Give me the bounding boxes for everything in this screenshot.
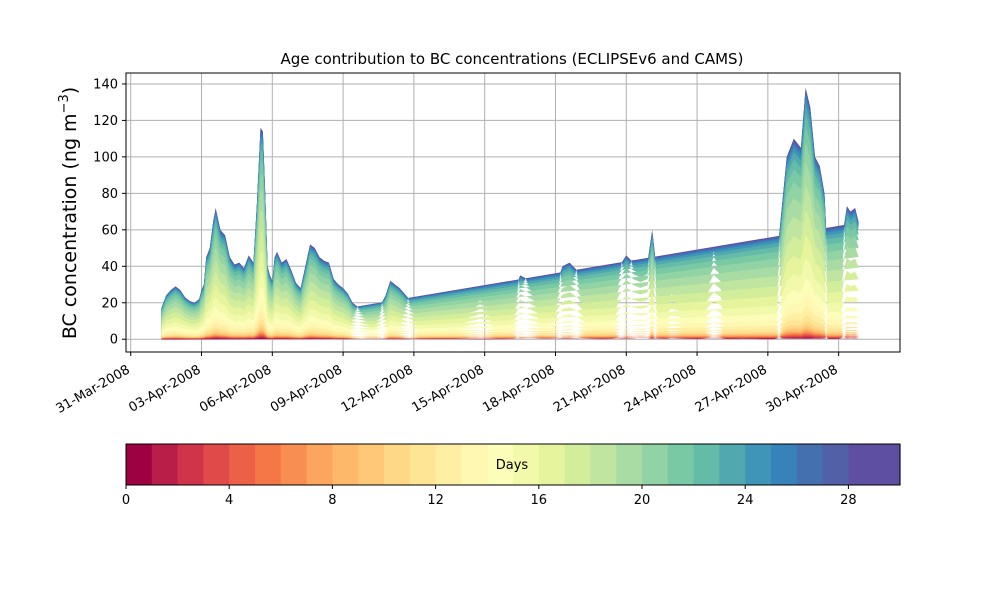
- y-tick-label: 20: [101, 296, 118, 311]
- colorbar-swatch-20: [642, 444, 669, 485]
- stacked-area-layers: [161, 87, 859, 340]
- colorbar-swatch-26: [796, 444, 824, 485]
- y-axis-label: BC concentration (ng m−3): [57, 87, 81, 339]
- colorbar-swatch-8: [332, 444, 359, 485]
- colorbar-tick-label: 8: [328, 493, 336, 508]
- colorbar-frame: [125, 443, 901, 486]
- x-tick-label: 31-Mar-2008: [54, 362, 133, 416]
- x-tick-label: 03-Apr-2008: [126, 362, 203, 415]
- x-axis: 31-Mar-200803-Apr-200806-Apr-200809-Apr-…: [54, 352, 841, 417]
- colorbar-swatch-25: [771, 444, 798, 485]
- colorbar-swatch-21: [667, 444, 695, 485]
- colorbar-tick-label: 12: [427, 493, 444, 508]
- x-tick-label: 30-Apr-2008: [764, 362, 841, 415]
- colorbar-swatches: [126, 444, 901, 485]
- colorbar-tick-label: 20: [634, 493, 651, 508]
- colorbar-tick-label: 28: [840, 493, 857, 508]
- colorbar-swatch-14: [487, 444, 514, 485]
- plot-frame: [125, 72, 901, 353]
- colorbar-tick-label: 0: [122, 493, 130, 508]
- colorbar-swatch-15: [513, 444, 540, 485]
- colorbar-tick-label: 24: [737, 493, 754, 508]
- colorbar-swatch-17: [564, 444, 591, 485]
- colorbar-swatch-29: [874, 444, 901, 485]
- colorbar-ticks: 0 4 8 12 16 20 24 28: [122, 485, 857, 508]
- y-axis-label-superscript: −3: [57, 94, 72, 113]
- colorbar-swatch-12: [435, 444, 462, 485]
- colorbar-tick-label: 16: [531, 493, 548, 508]
- colorbar-tick-label: 4: [225, 493, 233, 508]
- age-layer-1: [161, 337, 859, 340]
- y-axis-label-main: BC concentration (ng m: [59, 113, 81, 339]
- colorbar-swatch-18: [590, 444, 617, 485]
- colorbar-swatch-13: [461, 444, 488, 485]
- y-tick-label: 140: [93, 77, 118, 92]
- colorbar-swatch-0: [126, 444, 153, 485]
- x-tick-label: 18-Apr-2008: [480, 362, 557, 415]
- y-tick-label: 80: [101, 187, 118, 202]
- y-tick-label: 120: [93, 114, 118, 129]
- colorbar-swatch-19: [616, 444, 643, 485]
- colorbar-swatch-1: [151, 444, 179, 485]
- y-tick-label: 60: [101, 223, 118, 238]
- x-tick-label: 15-Apr-2008: [410, 362, 487, 415]
- colorbar: Days 0 4 8 12 16 20 24 28: [122, 443, 901, 508]
- x-tick-label: 06-Apr-2008: [197, 362, 274, 415]
- y-tick-label: 0: [110, 333, 118, 348]
- age-layer-2: [161, 336, 859, 340]
- colorbar-swatch-2: [177, 444, 204, 485]
- x-tick-label: 21-Apr-2008: [551, 362, 628, 415]
- colorbar-swatch-27: [822, 444, 849, 485]
- y-tick-label: 40: [101, 260, 118, 275]
- x-tick-label: 09-Apr-2008: [268, 362, 345, 415]
- colorbar-swatch-10: [384, 444, 411, 485]
- colorbar-swatch-16: [538, 444, 566, 485]
- age-layer-0: [161, 338, 859, 340]
- colorbar-swatch-28: [848, 444, 875, 485]
- colorbar-swatch-6: [280, 444, 308, 485]
- x-tick-label: 27-Apr-2008: [693, 362, 770, 415]
- x-tick-label: 12-Apr-2008: [339, 362, 416, 415]
- y-axis-label-suffix: ): [59, 87, 81, 94]
- colorbar-swatch-9: [358, 444, 385, 485]
- y-axis: 0 20 40 60 80 100 120 140: [93, 77, 126, 348]
- colorbar-label: Days: [496, 458, 529, 473]
- y-tick-label: 100: [93, 150, 118, 165]
- colorbar-swatch-22: [693, 444, 720, 485]
- x-tick-label: 24-Apr-2008: [622, 362, 699, 415]
- chart-title: Age contribution to BC concentrations (E…: [281, 50, 744, 68]
- colorbar-swatch-3: [203, 444, 230, 485]
- colorbar-swatch-23: [719, 444, 746, 485]
- colorbar-swatch-4: [229, 444, 256, 485]
- colorbar-swatch-7: [306, 444, 333, 485]
- colorbar-swatch-11: [409, 444, 437, 485]
- colorbar-swatch-24: [745, 444, 772, 485]
- colorbar-swatch-5: [255, 444, 282, 485]
